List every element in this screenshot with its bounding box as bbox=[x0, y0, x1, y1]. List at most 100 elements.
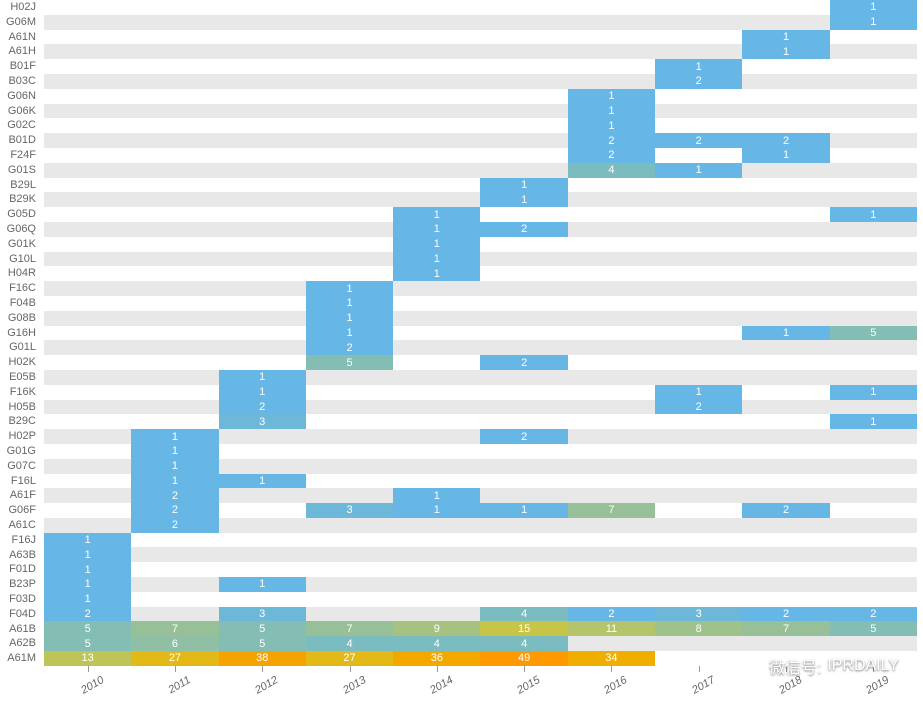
cell-value: 1 bbox=[85, 549, 91, 561]
heatmap-cell bbox=[131, 577, 218, 592]
heatmap-grid: 1111121112222141111112111111115252111122… bbox=[44, 0, 917, 666]
heatmap-cell bbox=[393, 148, 480, 163]
heatmap-cell bbox=[742, 562, 829, 577]
heatmap-cell bbox=[393, 0, 480, 15]
heatmap-cell bbox=[306, 237, 393, 252]
cell-value: 1 bbox=[696, 164, 702, 176]
cell-value: 2 bbox=[259, 401, 265, 413]
row-label: H02K bbox=[0, 355, 42, 370]
heatmap-cell bbox=[655, 178, 742, 193]
heatmap-cell bbox=[568, 281, 655, 296]
heatmap-cell bbox=[480, 0, 567, 15]
heatmap-cell bbox=[44, 266, 131, 281]
heatmap-cell: 1 bbox=[44, 577, 131, 592]
heatmap-cell: 2 bbox=[131, 503, 218, 518]
heatmap-cell bbox=[44, 104, 131, 119]
heatmap-cell bbox=[131, 133, 218, 148]
heatmap-cell bbox=[480, 340, 567, 355]
cell-value: 38 bbox=[256, 652, 268, 664]
heatmap-cell: 1 bbox=[44, 562, 131, 577]
row-label: H02P bbox=[0, 429, 42, 444]
heatmap-cell bbox=[219, 326, 306, 341]
heatmap-cell bbox=[830, 296, 917, 311]
heatmap-cell bbox=[480, 30, 567, 45]
row-label: F01D bbox=[0, 562, 42, 577]
heatmap-cell bbox=[44, 15, 131, 30]
heatmap-cell bbox=[306, 562, 393, 577]
x-tick: 2015 bbox=[480, 666, 567, 708]
heatmap-cell bbox=[742, 385, 829, 400]
heatmap-cell: 5 bbox=[219, 636, 306, 651]
heatmap-cell: 34 bbox=[568, 651, 655, 666]
heatmap-cell bbox=[131, 207, 218, 222]
heatmap-cell bbox=[742, 340, 829, 355]
cell-value: 7 bbox=[608, 504, 614, 516]
heatmap-row: 1 bbox=[44, 118, 917, 133]
cell-value: 1 bbox=[434, 238, 440, 250]
row-label: F24F bbox=[0, 148, 42, 163]
heatmap-cell bbox=[44, 118, 131, 133]
heatmap-cell bbox=[742, 592, 829, 607]
x-tick-label: 2016 bbox=[602, 674, 629, 697]
heatmap-cell: 7 bbox=[306, 621, 393, 636]
cell-value: 1 bbox=[346, 283, 352, 295]
heatmap-cell: 2 bbox=[655, 133, 742, 148]
heatmap-cell bbox=[742, 118, 829, 133]
heatmap-cell bbox=[393, 89, 480, 104]
heatmap-cell: 5 bbox=[830, 621, 917, 636]
tick-mark bbox=[262, 666, 263, 672]
heatmap-cell: 8 bbox=[655, 621, 742, 636]
heatmap-cell: 15 bbox=[480, 621, 567, 636]
row-label: A61H bbox=[0, 44, 42, 59]
cell-value: 1 bbox=[521, 194, 527, 206]
heatmap-cell bbox=[568, 562, 655, 577]
x-tick: 2010 bbox=[44, 666, 131, 708]
heatmap-cell bbox=[131, 281, 218, 296]
heatmap-cell bbox=[655, 636, 742, 651]
x-tick: 2014 bbox=[393, 666, 480, 708]
heatmap-cell bbox=[568, 488, 655, 503]
heatmap-cell bbox=[44, 296, 131, 311]
heatmap-cell bbox=[44, 44, 131, 59]
heatmap-cell bbox=[568, 533, 655, 548]
heatmap-cell bbox=[655, 562, 742, 577]
heatmap-row: 1 bbox=[44, 547, 917, 562]
heatmap-cell bbox=[219, 488, 306, 503]
cell-value: 1 bbox=[783, 327, 789, 339]
heatmap-cell bbox=[655, 370, 742, 385]
heatmap-cell bbox=[480, 163, 567, 178]
cell-value: 3 bbox=[696, 608, 702, 620]
heatmap-row: 565444 bbox=[44, 636, 917, 651]
heatmap-cell bbox=[219, 89, 306, 104]
heatmap-cell bbox=[393, 562, 480, 577]
heatmap-cell bbox=[131, 222, 218, 237]
cell-value: 1 bbox=[783, 31, 789, 43]
heatmap-cell bbox=[655, 355, 742, 370]
cell-value: 1 bbox=[259, 578, 265, 590]
cell-value: 13 bbox=[82, 652, 94, 664]
row-label: B01D bbox=[0, 133, 42, 148]
heatmap-cell bbox=[742, 296, 829, 311]
heatmap-cell bbox=[830, 444, 917, 459]
cell-value: 1 bbox=[521, 504, 527, 516]
cell-value: 27 bbox=[169, 652, 181, 664]
cell-value: 1 bbox=[870, 16, 876, 28]
cell-value: 3 bbox=[259, 416, 265, 428]
heatmap-cell bbox=[393, 533, 480, 548]
heatmap-cell bbox=[131, 266, 218, 281]
heatmap-cell bbox=[480, 15, 567, 30]
tick-mark bbox=[699, 666, 700, 672]
heatmap-cell: 1 bbox=[131, 459, 218, 474]
heatmap-cell bbox=[655, 266, 742, 281]
heatmap-cell: 1 bbox=[393, 488, 480, 503]
heatmap-cell bbox=[655, 89, 742, 104]
row-label: G01K bbox=[0, 237, 42, 252]
heatmap-cell bbox=[655, 0, 742, 15]
cell-value: 1 bbox=[434, 253, 440, 265]
cell-value: 2 bbox=[783, 135, 789, 147]
heatmap-cell bbox=[306, 15, 393, 30]
heatmap-cell bbox=[393, 474, 480, 489]
heatmap-cell bbox=[393, 340, 480, 355]
heatmap-cell bbox=[131, 355, 218, 370]
heatmap-cell: 4 bbox=[480, 636, 567, 651]
